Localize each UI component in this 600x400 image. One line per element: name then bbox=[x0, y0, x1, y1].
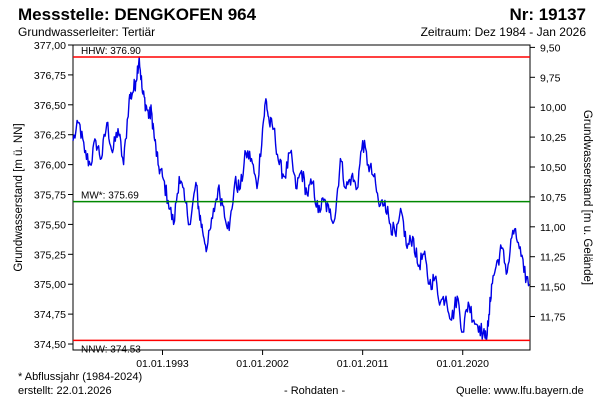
x-tick-label: 01.01.1993 bbox=[136, 358, 189, 370]
y2-axis-title: Grundwasserstand [m u. Gelände] bbox=[581, 110, 593, 285]
y-tick-label: 376,50 bbox=[34, 100, 66, 112]
y-tick-label: 375,25 bbox=[34, 249, 66, 261]
y-tick-label: 377,00 bbox=[34, 40, 66, 52]
y2-tick-label: 9,75 bbox=[540, 72, 561, 84]
rawdata-label: - Rohdaten - bbox=[284, 385, 346, 397]
x-tick-label: 01.01.2020 bbox=[436, 358, 489, 370]
y2-tick-label: 9,50 bbox=[540, 42, 561, 54]
aquifer-label: Grundwasserleiter: Tertiär bbox=[18, 25, 156, 39]
water-level-series bbox=[72, 56, 531, 341]
y-tick-label: 376,25 bbox=[34, 130, 66, 142]
footnote: * Abflussjahr (1984-2024) bbox=[18, 371, 143, 383]
reference-line-label: MW*: 375.69 bbox=[81, 191, 139, 202]
y2-tick-label: 10,75 bbox=[540, 192, 566, 204]
y-tick-label: 375,00 bbox=[34, 279, 66, 291]
y-tick-label: 375,50 bbox=[34, 219, 66, 231]
period-label: Zeitraum: Dez 1984 - Jan 2026 bbox=[420, 25, 586, 39]
y-tick-label: 376,75 bbox=[34, 70, 66, 82]
source-label: Quelle: www.lfu.bayern.de bbox=[456, 385, 584, 397]
y2-tick-label: 10,25 bbox=[540, 132, 566, 144]
y2-tick-label: 11,50 bbox=[540, 282, 566, 294]
reference-line-label: NNW: 374.53 bbox=[81, 344, 141, 355]
plot-frame bbox=[72, 44, 531, 351]
created-date: erstellt: 22.01.2026 bbox=[18, 385, 112, 397]
y-axis-title: Grundwasserstand [m ü. NN] bbox=[13, 123, 25, 271]
y-tick-label: 374,75 bbox=[34, 309, 66, 321]
station-title: Messstelle: DENGKOFEN 964 bbox=[18, 5, 257, 24]
reference-line-label: HHW: 376.90 bbox=[81, 46, 141, 57]
y2-tick-label: 10,00 bbox=[540, 102, 566, 114]
station-number: Nr: 19137 bbox=[509, 5, 586, 24]
x-tick-label: 01.01.2011 bbox=[337, 358, 389, 370]
source-text: Quelle: www.lfu.bayern.de bbox=[456, 385, 584, 397]
y-tick-label: 376,00 bbox=[34, 160, 66, 172]
y2-tick-label: 10,50 bbox=[540, 162, 566, 174]
x-tick-label: 01.01.2002 bbox=[236, 358, 289, 370]
y2-tick-label: 11,00 bbox=[540, 222, 566, 234]
y-tick-label: 375,75 bbox=[34, 190, 66, 202]
y-tick-label: 374,50 bbox=[34, 339, 66, 351]
y2-tick-label: 11,75 bbox=[540, 312, 566, 324]
y2-tick-label: 11,25 bbox=[540, 252, 566, 264]
